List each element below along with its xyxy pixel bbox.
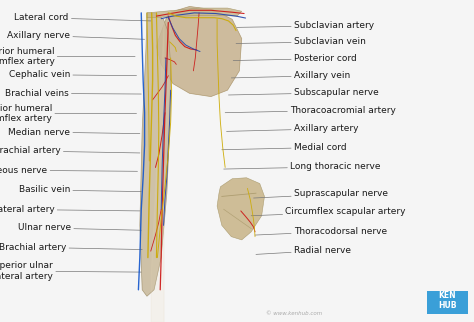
- Polygon shape: [147, 8, 242, 18]
- Text: Brachial veins: Brachial veins: [5, 89, 141, 98]
- Polygon shape: [156, 6, 242, 97]
- Text: Subscapular nerve: Subscapular nerve: [228, 88, 379, 97]
- Text: Axillary artery: Axillary artery: [227, 124, 358, 133]
- Text: Anterior humeral
circumflex artery: Anterior humeral circumflex artery: [0, 104, 137, 123]
- Text: Medial cord: Medial cord: [222, 143, 346, 152]
- Text: Axillary nerve: Axillary nerve: [7, 31, 145, 40]
- Text: Radial collateral artery: Radial collateral artery: [0, 205, 140, 214]
- Text: Median nerve: Median nerve: [8, 128, 140, 137]
- Text: Posterior cord: Posterior cord: [233, 54, 356, 63]
- Polygon shape: [140, 13, 171, 296]
- Text: Brachial artery: Brachial artery: [0, 243, 142, 252]
- FancyBboxPatch shape: [427, 291, 468, 314]
- Text: Lateral cord: Lateral cord: [14, 13, 151, 22]
- Text: Subclavian artery: Subclavian artery: [237, 21, 374, 30]
- Text: Cephalic vein: Cephalic vein: [9, 70, 137, 79]
- Text: Musculocutaneous nerve: Musculocutaneous nerve: [0, 166, 137, 175]
- Text: Axillary vein: Axillary vein: [231, 71, 350, 80]
- Text: Basilic vein: Basilic vein: [19, 185, 141, 194]
- Text: © www.kenhub.com: © www.kenhub.com: [266, 311, 322, 316]
- Text: KEN
HUB: KEN HUB: [438, 291, 457, 310]
- Polygon shape: [217, 178, 264, 240]
- Text: Posterior humeral
circumflex artery: Posterior humeral circumflex artery: [0, 47, 135, 66]
- Text: Ulnar nerve: Ulnar nerve: [18, 223, 141, 232]
- Text: Radial nerve: Radial nerve: [256, 246, 351, 255]
- Text: Thoracoacromial artery: Thoracoacromial artery: [225, 106, 396, 115]
- Text: Long thoracic nerve: Long thoracic nerve: [224, 162, 381, 171]
- Text: Deep brachial artery: Deep brachial artery: [0, 146, 140, 155]
- Text: Circumflex scapular artery: Circumflex scapular artery: [251, 207, 406, 216]
- Text: Superior ulnar
collateral artery: Superior ulnar collateral artery: [0, 261, 141, 281]
- Text: Thoracodorsal nerve: Thoracodorsal nerve: [255, 227, 387, 236]
- Text: Subclavian vein: Subclavian vein: [236, 37, 366, 46]
- Text: Suprascapular nerve: Suprascapular nerve: [254, 189, 388, 198]
